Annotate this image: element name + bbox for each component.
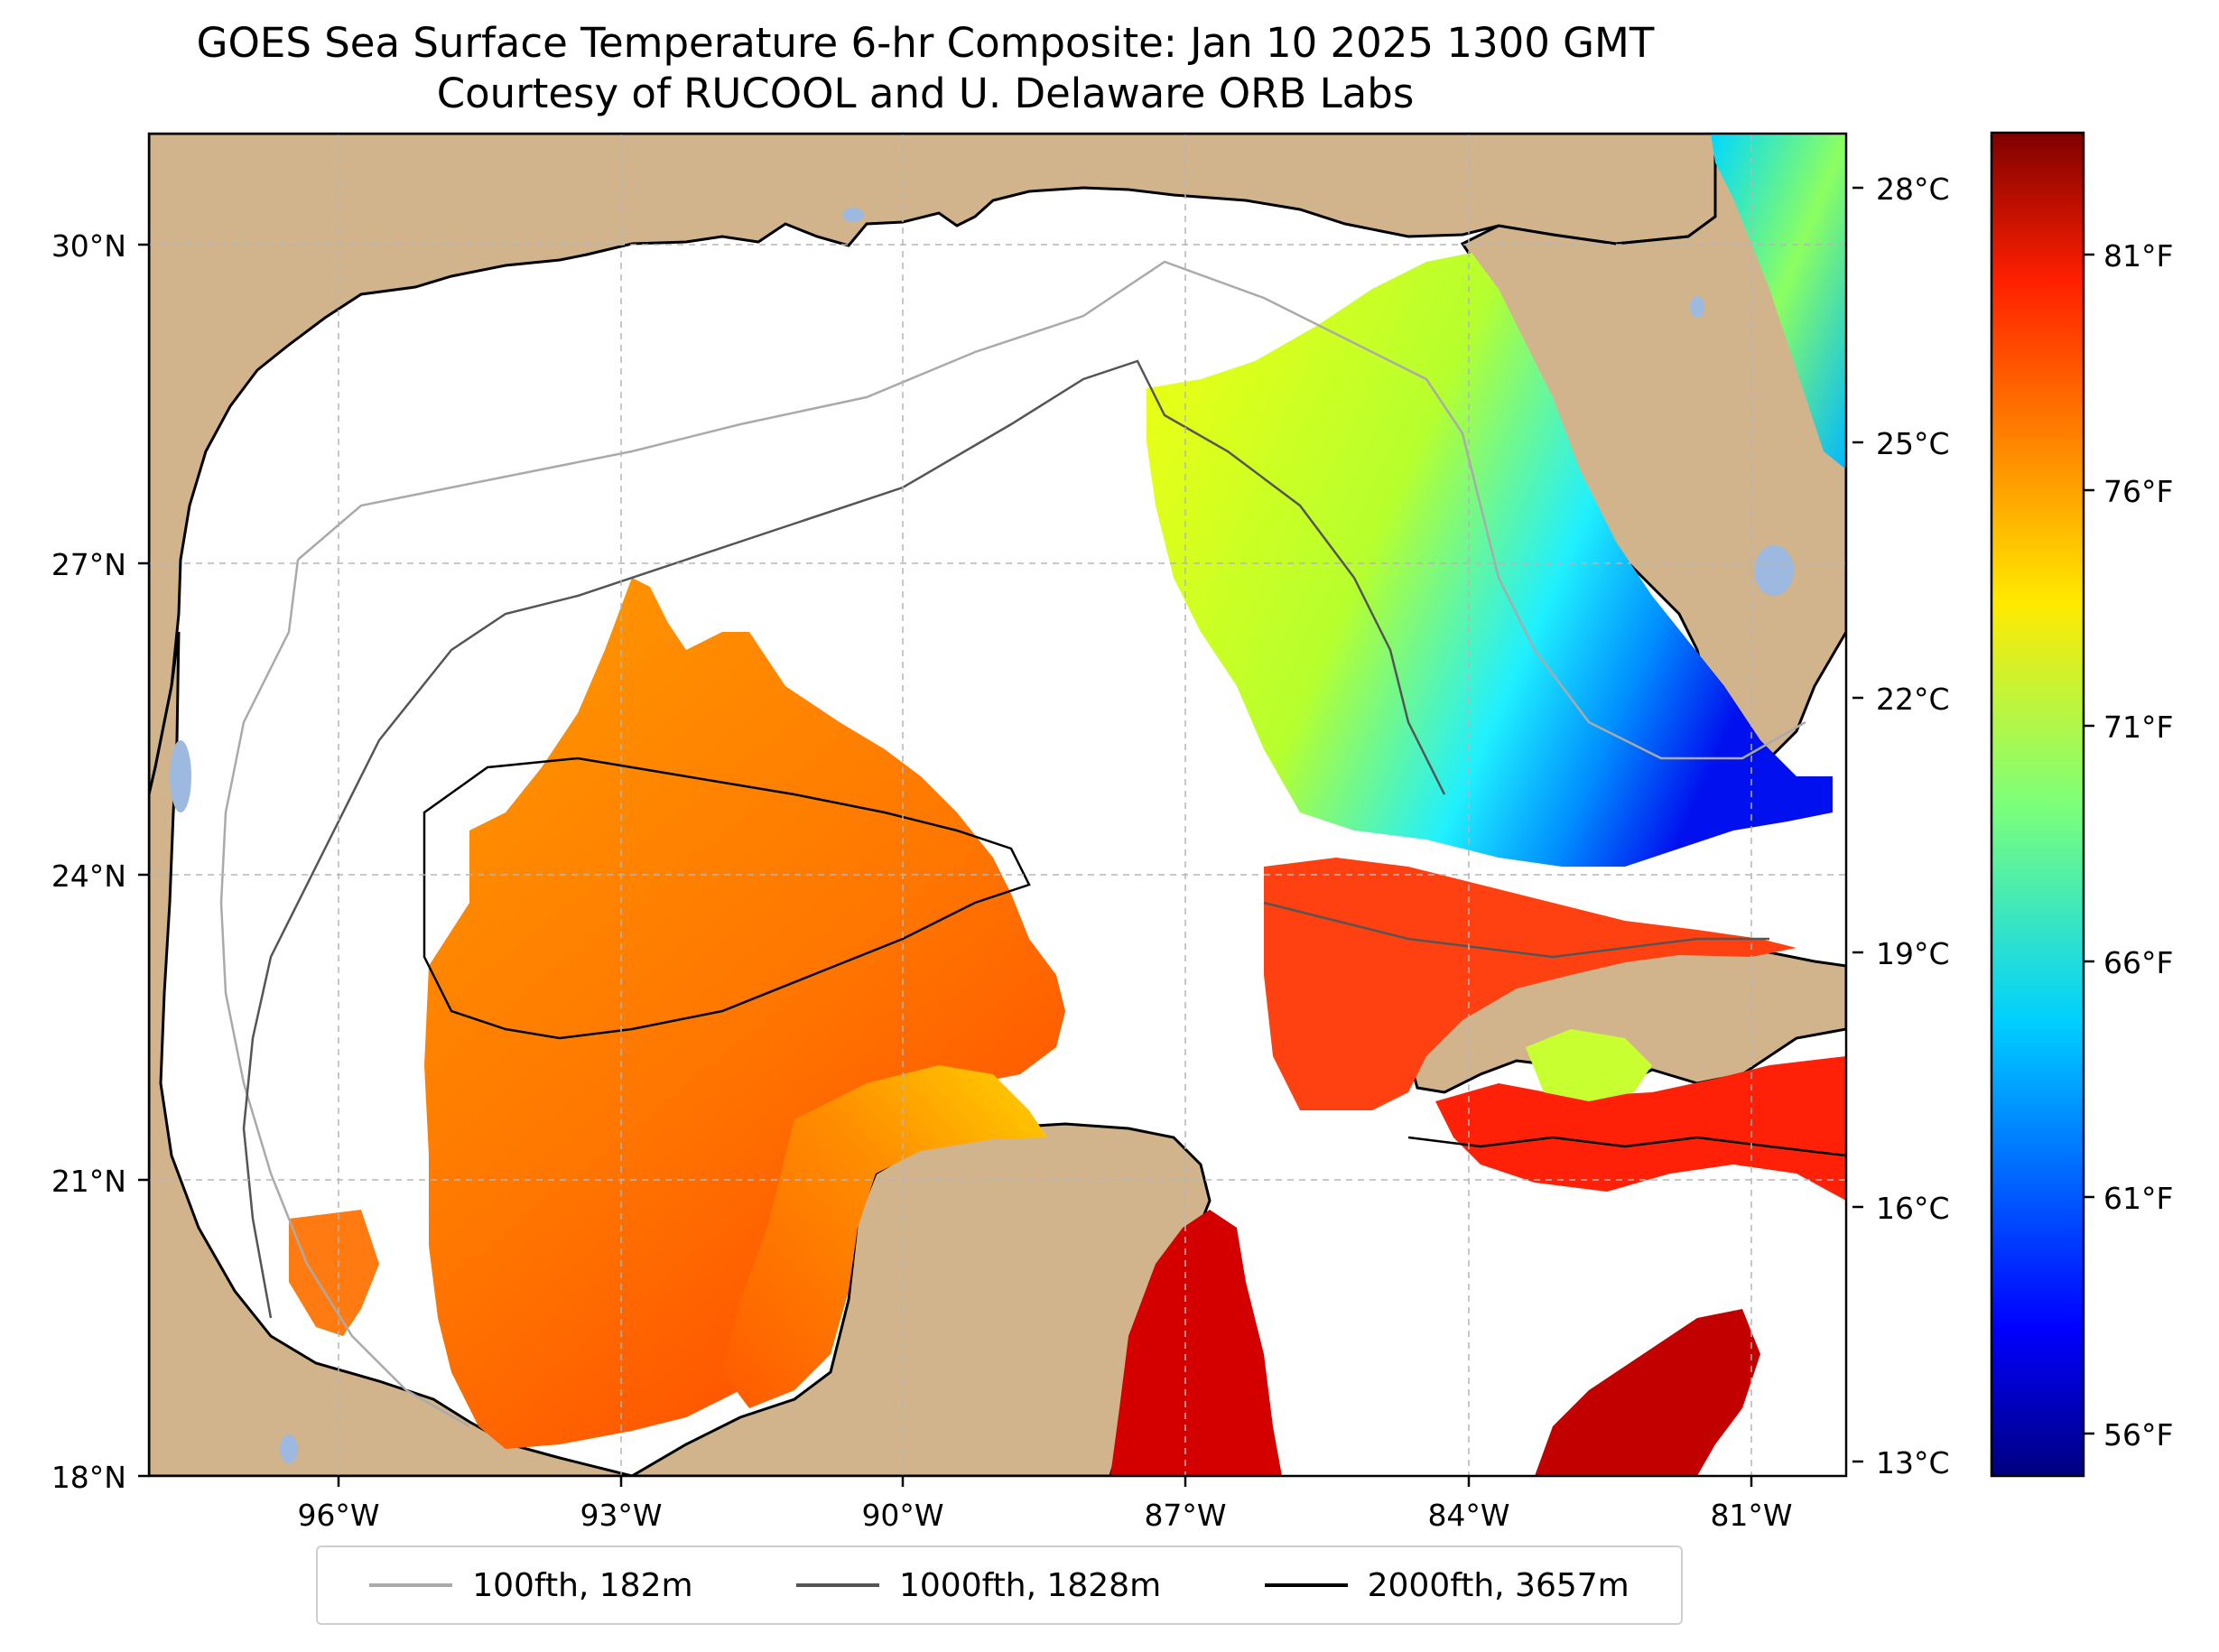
celsius-tick-label: 28°C bbox=[1876, 172, 1950, 207]
legend-swatch-1000fth bbox=[795, 1583, 879, 1587]
map-frame bbox=[147, 132, 1848, 1478]
fahrenheit-tick-label: 56°F bbox=[2103, 1417, 2173, 1452]
lake-florida-small bbox=[1690, 296, 1704, 318]
lon-tick-label: 90°W bbox=[861, 1498, 943, 1533]
legend-swatch-100fth bbox=[369, 1583, 453, 1587]
celsius-tick-label: 25°C bbox=[1876, 426, 1950, 461]
lon-tick-marks bbox=[337, 1476, 1753, 1487]
fahrenheit-tick-label: 61°F bbox=[2103, 1181, 2173, 1216]
contour-100fth bbox=[297, 260, 1806, 760]
sst-patch-southeast-warm bbox=[1264, 858, 1797, 1110]
celsius-tick-label: 22°C bbox=[1876, 682, 1950, 717]
lat-tick-label: 27°N bbox=[51, 547, 126, 582]
mexico-west-coast-land bbox=[149, 631, 633, 1476]
sst-data-layer bbox=[289, 134, 1846, 1476]
sst-patch-yucatan-warm bbox=[722, 1065, 1047, 1408]
lake-pontchartrain bbox=[842, 208, 864, 222]
lake-okeechobee bbox=[1754, 545, 1794, 596]
lat-tick-marks bbox=[138, 243, 149, 1478]
legend-item-1000fth: 1000fth, 1828m bbox=[795, 1566, 1162, 1604]
map-panel bbox=[149, 134, 1846, 1476]
contour-legend: 100fth, 182m 1000fth, 1828m 2000fth, 365… bbox=[316, 1545, 1683, 1625]
lon-tick-label: 84°W bbox=[1427, 1498, 1509, 1533]
lon-tick-label: 81°W bbox=[1710, 1498, 1792, 1533]
lakes bbox=[170, 208, 1794, 1463]
legend-label: 1000fth, 1828m bbox=[898, 1566, 1162, 1604]
sst-patch-west-mexico-small bbox=[289, 1210, 379, 1336]
fahrenheit-tick-label: 71°F bbox=[2103, 710, 2173, 745]
sst-patch-caribbean-east bbox=[1535, 1309, 1760, 1476]
lon-tick-labels: 96°W 93°W 90°W 87°W 84°W 81°W bbox=[297, 1498, 1792, 1533]
lake-texas bbox=[170, 740, 191, 812]
lat-tick-labels: 18°N 21°N 24°N 27°N 30°N bbox=[51, 228, 126, 1495]
legend-swatch-2000fth bbox=[1264, 1583, 1348, 1587]
contour-2000fth bbox=[422, 756, 1031, 1040]
contour-100fth-west bbox=[219, 559, 470, 1428]
fahrenheit-tick-marks bbox=[2084, 253, 2094, 1435]
sst-patch-caribbean-hot bbox=[1110, 1210, 1282, 1476]
sst-patch-west-gulf bbox=[424, 578, 1065, 1449]
sst-patch-cuba-south bbox=[1435, 1056, 1846, 1201]
lat-tick-label: 30°N bbox=[51, 228, 126, 264]
sst-patch-florida-atlantic bbox=[1711, 134, 1846, 469]
legend-label: 2000fth, 3657m bbox=[1367, 1566, 1629, 1604]
us-gulf-coast-land bbox=[149, 134, 1717, 795]
map-gridlines bbox=[149, 134, 1846, 1476]
celsius-tick-label: 13°C bbox=[1876, 1445, 1950, 1480]
map-title-line-1: GOES Sea Surface Temperature 6-hr Compos… bbox=[196, 19, 1655, 67]
lon-tick-label: 87°W bbox=[1144, 1498, 1226, 1533]
lon-tick-label: 96°W bbox=[297, 1498, 379, 1533]
celsius-tick-marks bbox=[1852, 186, 1863, 1463]
celsius-tick-label: 19°C bbox=[1876, 936, 1950, 971]
lon-tick-label: 93°W bbox=[580, 1498, 662, 1533]
celsius-tick-label: 16°C bbox=[1876, 1191, 1950, 1226]
map-title-line-2: Courtesy of RUCOOL and U. Delaware ORB L… bbox=[436, 70, 1415, 117]
contour-1000fth bbox=[242, 359, 1446, 1319]
lake-mexico bbox=[280, 1434, 298, 1463]
legend-item-2000fth: 2000fth, 3657m bbox=[1264, 1566, 1629, 1604]
lat-tick-label: 24°N bbox=[51, 858, 126, 894]
fahrenheit-tick-label: 76°F bbox=[2103, 474, 2173, 509]
lat-tick-label: 21°N bbox=[51, 1164, 126, 1199]
fahrenheit-tick-labels: 81°F 76°F 71°F 66°F 61°F 56°F bbox=[2103, 238, 2173, 1452]
sst-patch-cuba-interior bbox=[1526, 1029, 1652, 1101]
contour-2000fth-south bbox=[1407, 1136, 1846, 1157]
fahrenheit-tick-label: 66°F bbox=[2103, 945, 2173, 980]
colorbar-gradient bbox=[1990, 131, 2085, 1478]
sst-patch-east-gulf bbox=[1147, 253, 1833, 867]
bathymetry-contours bbox=[219, 260, 1846, 1428]
legend-label: 100fth, 182m bbox=[472, 1566, 693, 1604]
lat-tick-label: 18°N bbox=[51, 1460, 126, 1495]
celsius-tick-labels: 28°C 25°C 22°C 19°C 16°C 13°C bbox=[1876, 172, 1950, 1480]
colorbar: 28°C 25°C 22°C 19°C 16°C 13°C 81°F 76°F … bbox=[1852, 131, 2173, 1480]
legend-item-100fth: 100fth, 182m bbox=[369, 1566, 693, 1604]
contour-1000fth-east bbox=[1263, 901, 1769, 959]
fahrenheit-tick-label: 81°F bbox=[2103, 238, 2173, 274]
